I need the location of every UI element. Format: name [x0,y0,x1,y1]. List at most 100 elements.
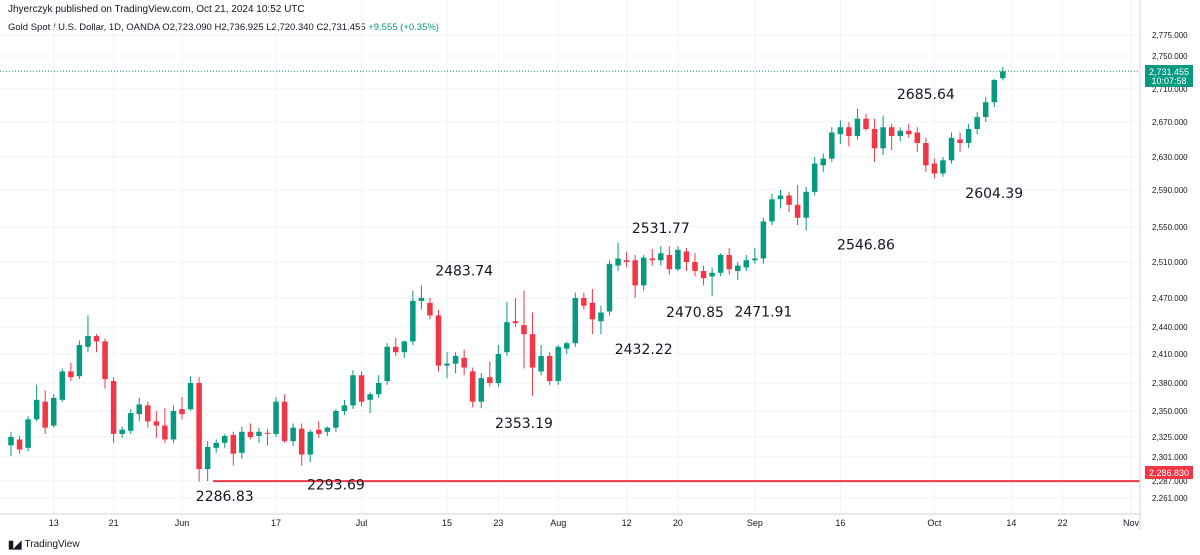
candle-body [846,127,852,136]
candle-body [692,262,698,271]
candle-body [615,258,621,266]
candle-body [897,130,903,136]
candle-body [735,265,741,271]
price-annotation: 2286.83 [196,489,254,505]
candle-body [529,334,536,368]
candle-body [871,129,878,149]
candle-body [794,204,801,218]
candle-body [298,428,305,455]
candle-body [572,298,579,344]
publisher-header: Jhyerczyk published on TradingView.com, … [8,4,305,15]
candle-body [25,419,31,448]
candle-body [85,336,91,347]
x-tick-label: 20 [673,518,683,528]
y-tick-label: 2,630.000 [1152,153,1188,162]
candle-body [743,260,750,268]
candle-body [948,137,955,161]
candle-body [683,251,690,262]
price-annotation: 2685.64 [897,87,955,103]
y-tick-label: 2,440.000 [1152,323,1188,332]
y-tick-label: 2,470.000 [1152,294,1188,303]
y-tick-label: 2,325.000 [1152,433,1188,442]
candle-body [469,371,476,402]
x-tick-label: Aug [550,518,566,528]
candle-body [538,355,544,372]
candle-body [401,341,408,353]
price-annotation: 2546.86 [837,238,895,254]
candle-body [726,255,732,270]
candle-body [76,345,83,377]
candle-body [333,411,339,428]
candle-body [307,431,313,455]
price-annotation: 2483.74 [435,264,493,280]
candle-body [658,253,664,261]
price-axis[interactable]: 2,261.000 2,287.000 2,301.000 2,325.000 2,35… [1139,0,1188,530]
x-tick-label: 14 [1006,518,1016,528]
y-tick-label: 2,380.000 [1152,379,1188,388]
candle-body [606,263,613,312]
candle-body [290,427,296,442]
candle-body [264,432,271,434]
candle-body [68,371,74,378]
candle-body [16,439,23,450]
candle-body [444,363,450,366]
candle-body [837,127,844,135]
price-change: +9.555 (+0.35%) [368,22,439,33]
candle-body [957,139,963,143]
y-tick-label: 2,410.000 [1152,350,1188,359]
candle-body [632,260,638,286]
candle-body [709,272,715,277]
candles [8,66,1006,482]
candle-body [786,195,792,205]
candle-body [102,341,108,380]
tradingview-logo-icon: ▮◢ [8,539,21,551]
current-price-tag-bg [1145,65,1193,87]
y-tick-label: 2,350.000 [1152,407,1188,416]
candle-body [581,298,587,306]
candle-body [119,429,125,434]
ohlc-close: C2,731.455 [316,22,366,33]
candle-body [358,375,365,402]
candle-body [230,434,237,454]
candle-body [880,127,886,149]
candle-body [393,346,399,353]
y-tick-label: 2,590.000 [1152,186,1188,195]
candle-body [811,163,818,192]
candle-body [752,258,758,261]
candle-body [829,132,835,159]
y-tick-label: 2,510.000 [1152,258,1188,267]
x-tick-label: Jul [356,518,368,528]
candle-body [923,143,929,166]
footer-brand-label: TradingView [24,539,80,550]
candle-body [384,346,390,382]
x-tick-label: 16 [835,518,845,528]
candle-body [93,336,100,342]
candle-body [564,343,570,349]
y-tick-label: 2,287.000 [1152,477,1188,486]
x-tick-label: 21 [109,518,119,528]
candle-body [906,130,912,135]
candle-body [239,431,245,453]
candle-body [803,191,809,218]
candle-body [478,378,484,402]
candle-body [487,377,493,383]
x-tick-label: 23 [493,518,503,528]
x-tick-label: 13 [49,518,59,528]
candle-body [196,383,202,469]
candle-body [760,221,767,259]
candle-body [863,118,869,129]
candle-body [410,300,416,342]
x-tick-label: 17 [271,518,281,528]
candle-body [940,160,946,174]
price-annotation: 2531.77 [632,221,690,237]
grid-lines [0,0,1140,514]
ohlc-low: L2,720.340 [266,22,314,33]
symbol-name[interactable]: Gold Spot / U.S. Dollar, 1D, OANDA [8,22,160,33]
candle-body [461,357,467,368]
price-annotation: 2353.19 [495,416,553,432]
candle-body [8,437,14,446]
time-axis[interactable]: 13 21 Jun 17 Jul 15 23 Aug 12 20 Sep 16 Oct 14 22 Nov [0,513,1140,528]
candle-body [546,355,553,382]
price-tags: 2,731.455 10:07:58 2,286.830 [1145,65,1193,479]
